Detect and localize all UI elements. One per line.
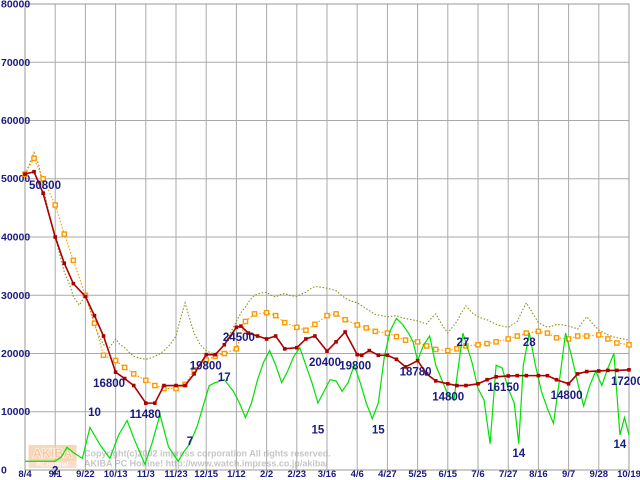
svg-text:70000: 70000 (1, 57, 30, 69)
svg-text:1/12: 1/12 (227, 469, 246, 480)
svg-text:14: 14 (614, 439, 627, 451)
svg-text:AKIBA PC Hotline! http://www: AKIBA PC Hotline! http://www.watch.impre… (84, 459, 328, 469)
svg-text:11480: 11480 (130, 409, 161, 421)
svg-text:14: 14 (512, 448, 525, 460)
svg-text:9/22: 9/22 (76, 469, 95, 480)
svg-text:5/25: 5/25 (408, 469, 427, 480)
svg-text:14800: 14800 (551, 390, 583, 402)
svg-text:60000: 60000 (1, 115, 30, 127)
svg-text:19800: 19800 (190, 361, 222, 373)
svg-text:16800: 16800 (93, 378, 125, 390)
svg-text:27: 27 (457, 337, 470, 349)
svg-text:7/6: 7/6 (471, 469, 484, 480)
svg-text:17: 17 (218, 372, 231, 384)
svg-text:10000: 10000 (1, 406, 30, 418)
svg-text:12/15: 12/15 (194, 469, 218, 480)
svg-text:2/23: 2/23 (288, 469, 307, 480)
svg-text:20000: 20000 (1, 348, 30, 360)
svg-text:4/27: 4/27 (378, 469, 397, 480)
svg-text:10: 10 (88, 407, 101, 419)
svg-text:28: 28 (523, 337, 536, 349)
svg-text:80000: 80000 (1, 0, 30, 11)
svg-text:10/13: 10/13 (104, 469, 128, 480)
svg-text:6/15: 6/15 (439, 469, 458, 480)
svg-text:10/19: 10/19 (617, 469, 640, 480)
svg-text:3/16: 3/16 (318, 469, 337, 480)
svg-text:9/7: 9/7 (562, 469, 575, 480)
svg-text:8/4: 8/4 (18, 469, 32, 480)
svg-text:30000: 30000 (1, 290, 30, 302)
svg-text:4/6: 4/6 (351, 469, 364, 480)
svg-text:2: 2 (52, 465, 58, 477)
svg-text:8/16: 8/16 (529, 469, 548, 480)
svg-text:11/3: 11/3 (137, 469, 155, 480)
svg-text:2/2: 2/2 (260, 469, 273, 480)
svg-text:9/28: 9/28 (590, 469, 609, 480)
svg-text:Copyright(c)2002 impress corpo: Copyright(c)2002 impress corporation All… (84, 449, 331, 459)
svg-text:16150: 16150 (487, 382, 519, 394)
svg-text:24500: 24500 (223, 332, 255, 344)
svg-text:40000: 40000 (1, 232, 30, 244)
svg-text:7: 7 (187, 436, 193, 448)
svg-text:15: 15 (312, 425, 325, 437)
svg-text:20400: 20400 (309, 357, 341, 369)
svg-text:0: 0 (1, 465, 7, 477)
svg-text:17200: 17200 (611, 376, 640, 388)
svg-text:50800: 50800 (29, 180, 61, 192)
svg-text:14800: 14800 (432, 392, 464, 404)
svg-text:7/27: 7/27 (499, 469, 518, 480)
svg-text:19800: 19800 (339, 361, 371, 373)
svg-text:15: 15 (372, 425, 385, 437)
svg-text:18780: 18780 (400, 367, 432, 379)
svg-text:11/23: 11/23 (164, 469, 187, 480)
